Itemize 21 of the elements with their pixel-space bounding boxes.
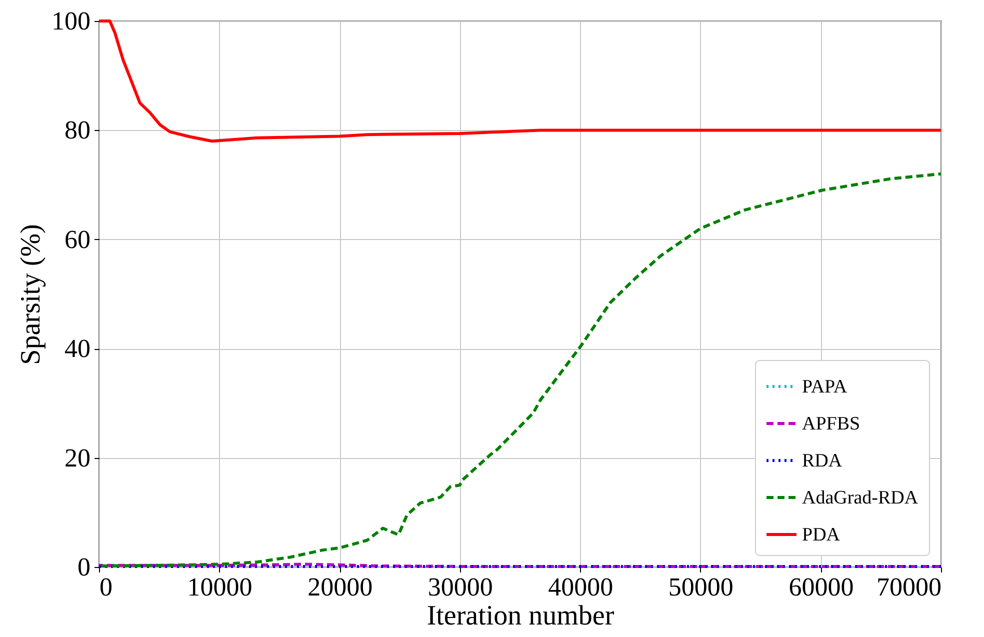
x-tick-label: 10000 <box>187 572 252 602</box>
legend-label: APFBS <box>802 414 860 434</box>
x-tick-label: 40000 <box>548 572 614 602</box>
legend-label: PDA <box>802 524 840 546</box>
y-tick-label: 40 <box>64 334 90 364</box>
x-tick-label: 70000 <box>876 572 942 602</box>
x-tick-label: 50000 <box>668 572 734 602</box>
x-axis-title: Iteration number <box>426 600 615 632</box>
y-tick-label: 20 <box>64 443 90 472</box>
y-tick-label: 100 <box>52 6 90 36</box>
y-tick-label: 80 <box>64 116 90 145</box>
legend-label: AdaGrad-RDA <box>802 488 918 508</box>
y-tick-label: 0 <box>78 552 90 582</box>
legend-label: RDA <box>802 450 842 472</box>
x-tick-label: 30000 <box>428 572 493 602</box>
legend-label: PAPA <box>802 376 848 398</box>
y-axis-title: Sparsity (%) <box>16 224 46 365</box>
x-tick-label: 0 <box>100 572 112 602</box>
y-tick-label: 60 <box>64 224 90 254</box>
x-tick-label: 60000 <box>788 572 854 602</box>
x-tick-label: 20000 <box>308 572 373 602</box>
